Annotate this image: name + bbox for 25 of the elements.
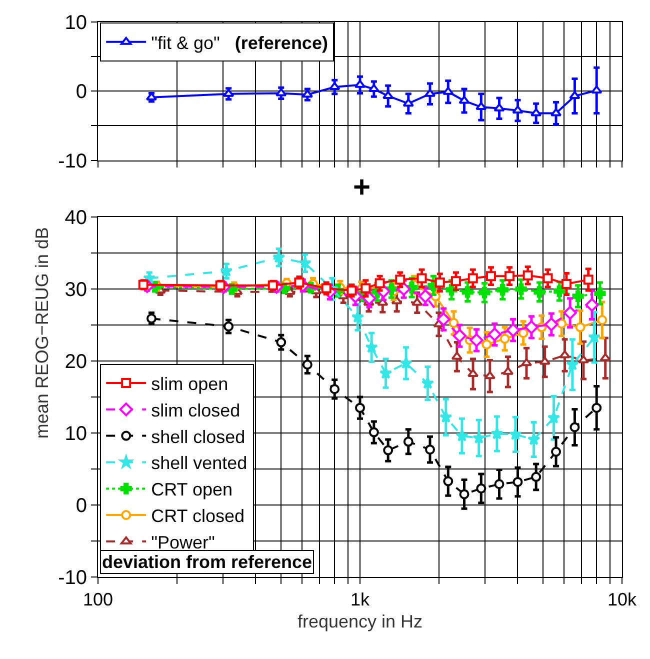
legend-label: CRT open xyxy=(151,480,232,500)
legend-title: (reference) xyxy=(234,32,328,53)
legend-label: CRT closed xyxy=(151,506,244,526)
y-tick-label: 20 xyxy=(64,351,87,374)
legend-label: shell closed xyxy=(151,426,246,447)
y-tick-label: -10 xyxy=(58,567,87,589)
y-axis-title: mean REOG−REUG in dB xyxy=(32,227,52,439)
legend-label: "fit & go" xyxy=(151,32,220,53)
y-tick-label: -10 xyxy=(58,150,87,172)
x-tick-label: 100 xyxy=(82,590,114,610)
legend-label: slim open xyxy=(151,374,228,394)
text: + xyxy=(353,171,371,204)
y-tick-label: 10 xyxy=(64,12,87,34)
x-tick-label: 10k xyxy=(607,590,638,610)
y-tick-label: 0 xyxy=(76,81,87,104)
y-tick-label: 0 xyxy=(76,495,87,518)
legend-label: shell vented xyxy=(151,453,248,474)
legend-label: "Power" xyxy=(151,532,215,552)
y-tick-label: 40 xyxy=(64,207,87,230)
annotation: deviation from reference xyxy=(102,552,312,572)
legend-label: slim closed xyxy=(151,400,240,420)
x-tick-label: 1k xyxy=(350,590,371,610)
y-tick-label: 10 xyxy=(64,423,87,446)
y-tick-label: 30 xyxy=(64,279,87,302)
x-axis-title: frequency in Hz xyxy=(297,612,423,632)
